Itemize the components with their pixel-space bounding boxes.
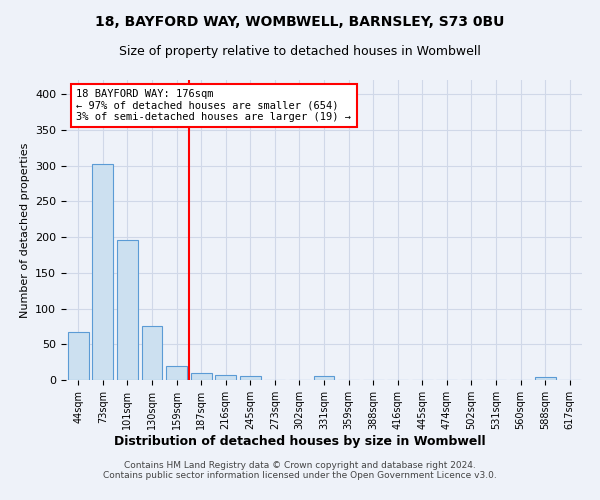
Bar: [68, 332, 89, 380]
Bar: [166, 366, 187, 380]
Bar: [142, 326, 163, 380]
Text: Contains HM Land Registry data © Crown copyright and database right 2024.
Contai: Contains HM Land Registry data © Crown c…: [103, 460, 497, 480]
Bar: [215, 375, 236, 380]
Bar: [191, 373, 212, 380]
Bar: [117, 240, 138, 380]
Bar: [240, 376, 261, 380]
Bar: [314, 376, 334, 380]
Text: Size of property relative to detached houses in Wombwell: Size of property relative to detached ho…: [119, 45, 481, 58]
Text: 18, BAYFORD WAY, WOMBWELL, BARNSLEY, S73 0BU: 18, BAYFORD WAY, WOMBWELL, BARNSLEY, S73…: [95, 15, 505, 29]
Bar: [92, 164, 113, 380]
Text: Distribution of detached houses by size in Wombwell: Distribution of detached houses by size …: [114, 435, 486, 448]
Y-axis label: Number of detached properties: Number of detached properties: [20, 142, 29, 318]
Text: 18 BAYFORD WAY: 176sqm
← 97% of detached houses are smaller (654)
3% of semi-det: 18 BAYFORD WAY: 176sqm ← 97% of detached…: [76, 89, 352, 122]
Bar: [535, 377, 556, 380]
